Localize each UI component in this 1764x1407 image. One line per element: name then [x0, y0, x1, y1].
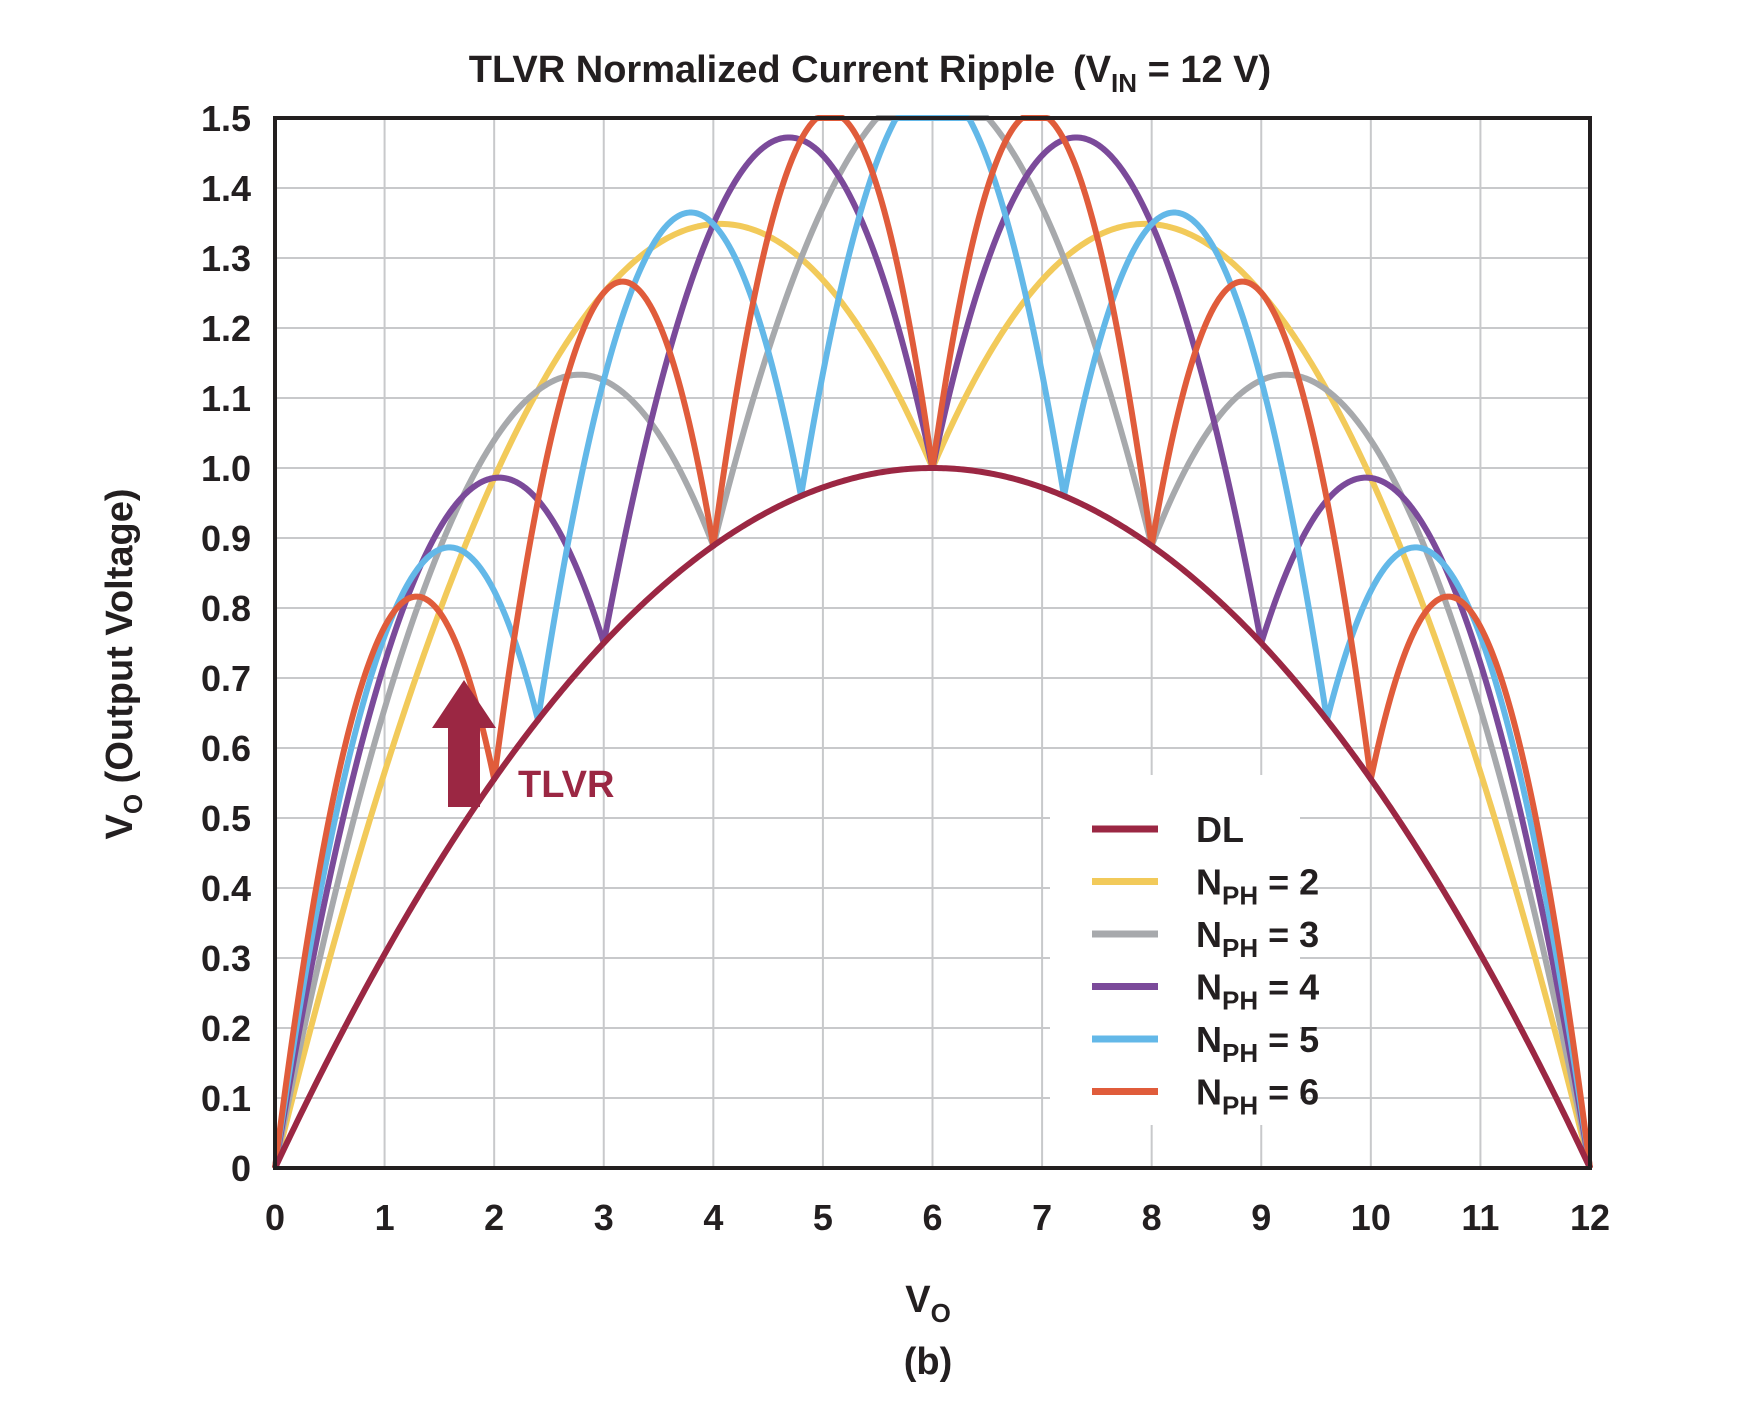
y-tick-label: 1.5: [201, 98, 251, 139]
legend-label: NPH = 2: [1196, 862, 1319, 911]
y-tick-label: 1.3: [201, 238, 251, 279]
y-tick-label: 0.8: [201, 588, 251, 629]
y-tick-label: 0.4: [201, 868, 251, 909]
x-tick-label: 8: [1142, 1197, 1162, 1238]
y-tick-label: 1.4: [201, 168, 251, 209]
x-tick-label: 10: [1351, 1197, 1391, 1238]
ticks: 0 1 2 3 4 5 6 7 8 9 10 11 1200.10.20.30.40.50.60.70.…: [201, 98, 1610, 1238]
plot-frame: [273, 116, 1592, 1170]
legend-label: NPH = 4: [1196, 967, 1319, 1016]
x-tick-label: 6: [922, 1197, 942, 1238]
y-tick-label: 1.2: [201, 308, 251, 349]
x-tick-label: 7: [1032, 1197, 1052, 1238]
y-axis-label: VO (Output Voltage): [99, 489, 148, 840]
y-tick-label: 0.2: [201, 1008, 251, 1049]
caption: (b): [904, 1341, 953, 1383]
y-tick-label: 0.6: [201, 728, 251, 769]
legend-label: NPH = 3: [1196, 914, 1319, 963]
x-tick-label: 5: [813, 1197, 833, 1238]
y-tick-label: 0.9: [201, 518, 251, 559]
y-tick-label: 0.1: [201, 1078, 251, 1119]
x-tick-label: 4: [703, 1197, 723, 1238]
x-tick-label: 0: [265, 1197, 285, 1238]
legend-label: NPH = 6: [1196, 1072, 1319, 1121]
x-axis-label: VO: [905, 1279, 951, 1328]
legend-label: NPH = 5: [1196, 1019, 1319, 1068]
y-tick-label: 0: [231, 1148, 251, 1189]
y-tick-label: 1.0: [201, 448, 251, 489]
x-tick-label: 1: [375, 1197, 395, 1238]
legend-label: DL: [1196, 809, 1244, 850]
y-tick-label: 1.1: [201, 378, 251, 419]
tlvr-annotation: TLVR: [432, 680, 614, 807]
y-tick-label: 0.7: [201, 658, 251, 699]
series-line-dl: [272, 465, 1593, 1170]
x-tick-label: 11: [1461, 1197, 1499, 1238]
tlvr-arrow-icon: [432, 680, 496, 807]
grid: [274, 117, 1591, 1169]
x-tick-label: 12: [1570, 1197, 1610, 1238]
tlvr-label: TLVR: [518, 764, 614, 806]
y-tick-label: 0.3: [201, 938, 251, 979]
x-tick-label: 9: [1251, 1197, 1271, 1238]
x-tick-label: 2: [484, 1197, 504, 1238]
x-tick-label: 3: [594, 1197, 614, 1238]
legend-background: [1050, 775, 1300, 1125]
y-tick-label: 0.5: [201, 798, 251, 839]
chart-title: TLVR Normalized Current Ripple (VIN = 12 …: [469, 49, 1271, 98]
